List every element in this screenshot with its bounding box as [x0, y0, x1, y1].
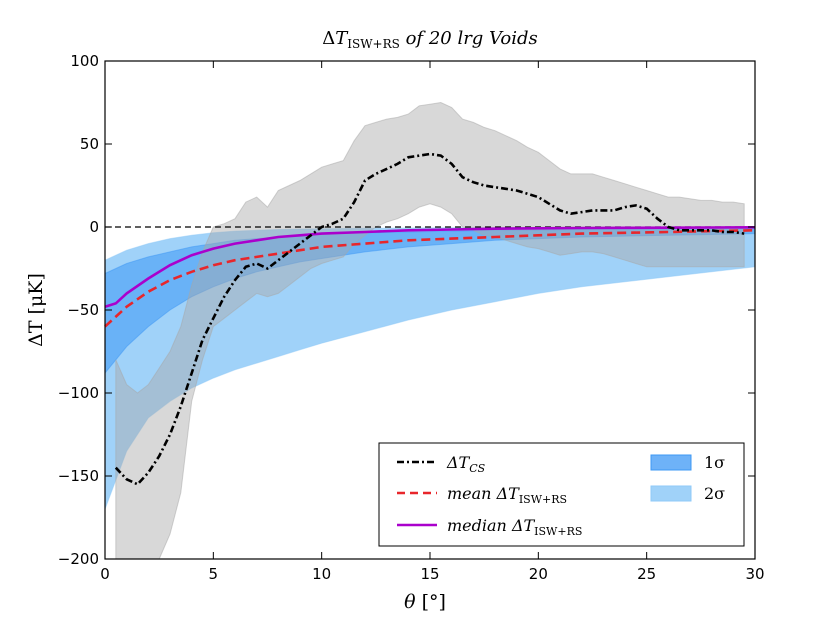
lines-layer	[104, 152, 756, 486]
legend-label-median: median ΔTISW+RS	[447, 516, 582, 538]
tick-labels-layer: 0 5 10 15 20 25 30 −200 −150 −100 −50 0 50 100	[58, 52, 765, 583]
y-tick-label: −150	[58, 467, 99, 485]
y-axis-label: ΔT [μK]	[25, 273, 47, 347]
chart-title: ΔTISW+RS of 20 lrg Voids	[322, 28, 538, 51]
series-cs-line	[114, 152, 745, 486]
y-tick-label: −200	[58, 550, 99, 568]
legend-swatch-1sigma	[650, 454, 692, 471]
y-tick-label: 0	[89, 218, 99, 236]
series-mean-line	[104, 229, 756, 328]
legend-swatch-2sigma	[650, 485, 692, 502]
x-tick-label: 20	[529, 565, 548, 583]
legend-label-mean: mean ΔTISW+RS	[447, 484, 567, 506]
x-tick-label: 15	[420, 565, 439, 583]
band-cs	[115, 101, 745, 560]
y-tick-label: −100	[58, 384, 99, 402]
x-tick-label: 25	[637, 565, 656, 583]
x-tick-label: 30	[745, 565, 764, 583]
x-tick-label: 0	[100, 565, 110, 583]
x-axis-label: θ [°]	[404, 591, 446, 613]
x-tick-label: 5	[209, 565, 219, 583]
x-tick-label: 10	[312, 565, 331, 583]
legend: ΔTCS mean ΔTISW+RS median ΔTISW+RS 1σ 2σ	[378, 442, 745, 547]
y-tick-label: 100	[70, 52, 99, 70]
ticks-layer	[104, 60, 756, 560]
y-tick-label: 50	[80, 135, 99, 153]
legend-label-cs: ΔTCS	[446, 453, 486, 475]
legend-label-2sigma: 2σ	[704, 484, 725, 503]
y-tick-label: −50	[67, 301, 99, 319]
legend-label-1sigma: 1σ	[704, 453, 725, 472]
